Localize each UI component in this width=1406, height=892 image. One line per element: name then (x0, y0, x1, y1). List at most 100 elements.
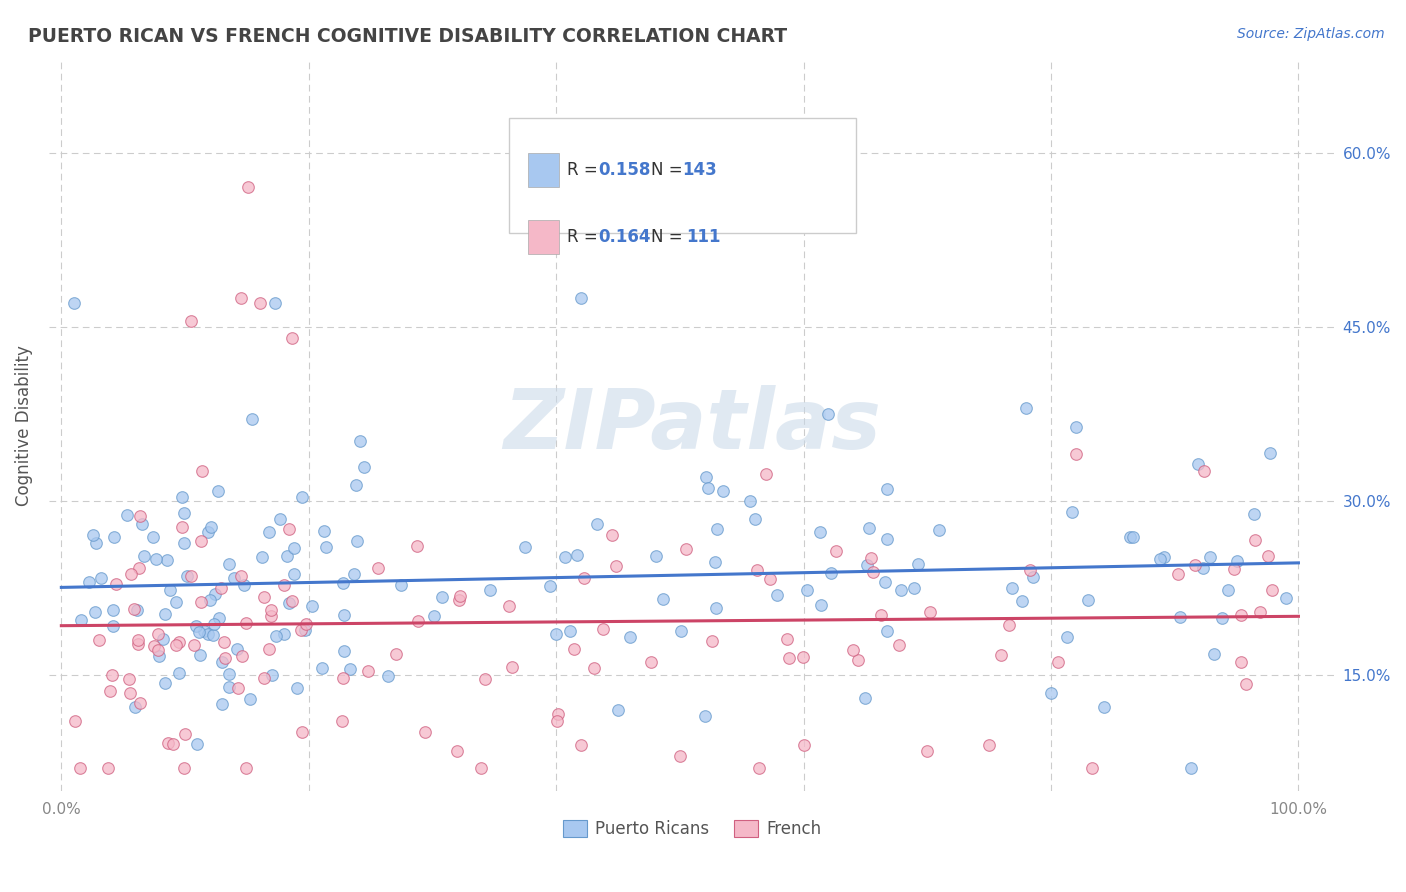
Point (198, 593, 221, 607)
Point (479, 582, 502, 597)
Point (332, 671, 354, 685)
Point (875, 575, 897, 590)
Point (917, 744, 939, 758)
Point (232, 577, 254, 591)
Text: R =: R = (567, 161, 603, 179)
Point (202, 617, 225, 632)
Point (252, 672, 274, 686)
Text: Source: ZipAtlas.com: Source: ZipAtlas.com (1237, 27, 1385, 41)
Point (277, 523, 299, 537)
Text: N =: N = (651, 228, 688, 246)
Point (1040, 685, 1063, 699)
Point (259, 642, 281, 657)
Point (173, 506, 195, 520)
Point (1229, 655, 1251, 669)
Point (1199, 550, 1222, 565)
Point (600, 528, 623, 542)
Point (796, 582, 818, 597)
Point (127, 636, 149, 650)
Text: 0.158: 0.158 (598, 161, 651, 179)
Point (1234, 677, 1257, 691)
Point (651, 591, 673, 606)
Point (876, 624, 898, 639)
Point (235, 615, 257, 630)
Point (841, 643, 863, 657)
Point (252, 590, 274, 604)
Point (820, 566, 842, 580)
Point (1244, 533, 1267, 547)
Point (748, 761, 770, 775)
Point (264, 296, 287, 310)
Point (190, 534, 212, 549)
Point (98, 684, 121, 698)
Point (312, 524, 335, 538)
Point (186, 619, 208, 633)
Point (406, 614, 429, 628)
Point (191, 464, 214, 478)
Point (1122, 530, 1144, 544)
Point (84, 605, 107, 619)
Point (887, 638, 910, 652)
Point (142, 530, 165, 544)
Point (240, 412, 263, 426)
Point (200, 520, 222, 534)
Point (167, 665, 190, 680)
Y-axis label: Cognitive Disability: Cognitive Disability (15, 345, 32, 506)
Point (173, 536, 195, 550)
Point (792, 650, 814, 665)
Point (1167, 566, 1189, 581)
Point (89, 632, 111, 647)
Point (744, 511, 766, 525)
Point (449, 589, 471, 603)
Point (129, 508, 152, 523)
Point (607, 703, 630, 717)
Point (188, 648, 211, 663)
Point (754, 467, 776, 481)
Point (793, 738, 815, 752)
Point (280, 331, 302, 345)
Point (132, 549, 155, 563)
Point (565, 548, 588, 562)
Point (538, 579, 561, 593)
Point (1258, 446, 1281, 460)
Point (211, 698, 233, 712)
Point (474, 672, 496, 686)
Point (1275, 591, 1298, 605)
Point (180, 314, 202, 328)
Point (257, 524, 280, 539)
Point (155, 675, 177, 690)
Point (470, 761, 492, 775)
Point (669, 624, 692, 638)
Point (706, 522, 728, 536)
Point (704, 601, 727, 615)
Point (1056, 630, 1078, 644)
Point (172, 490, 194, 504)
Point (1216, 583, 1239, 598)
Point (145, 552, 167, 566)
Point (273, 578, 295, 592)
Point (207, 484, 229, 499)
Point (1180, 761, 1202, 775)
Point (262, 668, 284, 682)
Point (173, 761, 195, 775)
Text: 0.164: 0.164 (598, 228, 651, 246)
Point (285, 681, 308, 695)
Point (860, 550, 883, 565)
Point (63, 714, 86, 729)
Point (146, 627, 169, 641)
Point (1149, 551, 1171, 566)
Point (291, 724, 314, 739)
Point (1202, 647, 1225, 661)
Point (1022, 570, 1045, 584)
Point (700, 634, 723, 648)
Point (152, 632, 174, 646)
Point (118, 672, 141, 686)
Point (890, 583, 912, 598)
Point (423, 609, 446, 624)
Point (273, 627, 295, 641)
Point (405, 539, 427, 553)
Point (855, 691, 877, 706)
Point (294, 623, 316, 637)
Point (547, 707, 569, 722)
Point (231, 648, 253, 663)
